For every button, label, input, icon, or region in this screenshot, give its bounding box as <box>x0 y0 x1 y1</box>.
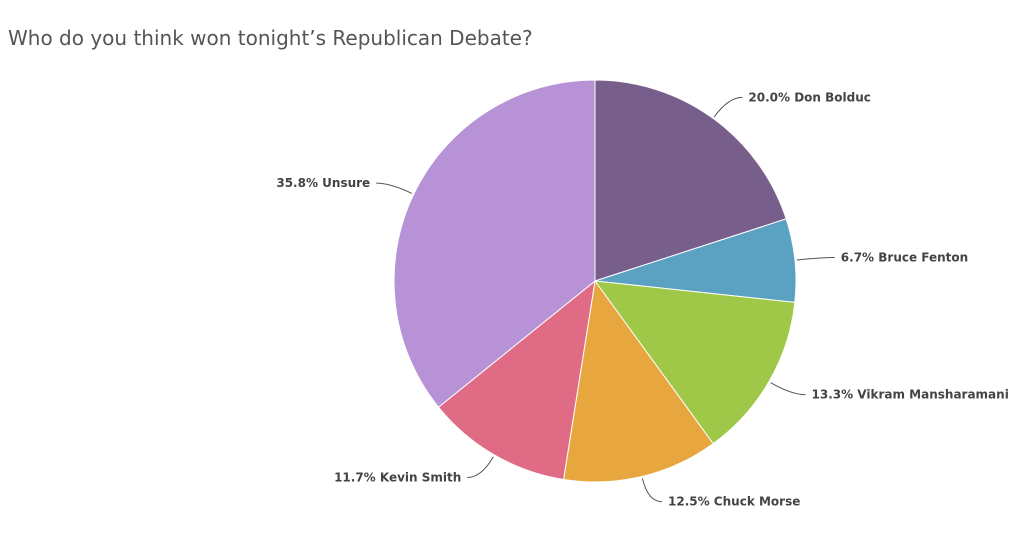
slice-labels: 20.0% Don Bolduc 6.7% Bruce Fenton 13.3% V… <box>276 90 1008 508</box>
slice-label-0: 20.0% Don Bolduc <box>748 90 870 104</box>
slice-label-3: 12.5% Chuck Morse <box>668 495 800 509</box>
leader-line-5 <box>376 182 413 194</box>
leader-line-2 <box>770 382 806 396</box>
pie-slices <box>393 79 797 483</box>
chart-title: Who do you think won tonight’s Republica… <box>8 26 533 50</box>
slice-label-2: 13.3% Vikram Mansharamani <box>812 388 1009 402</box>
slice-label-5: 35.8% Unsure <box>276 176 370 190</box>
leader-line-1 <box>796 257 835 261</box>
pie-slice-3 <box>562 279 714 483</box>
slice-label-1: 6.7% Bruce Fenton <box>841 251 968 265</box>
leader-lines <box>376 96 835 503</box>
leader-line-4 <box>467 456 494 478</box>
pie-slice-4 <box>437 279 596 481</box>
slice-label-4: 11.7% Kevin Smith <box>334 471 461 485</box>
leader-line-3 <box>641 478 663 503</box>
leader-line-0 <box>713 96 743 118</box>
pie-slice-5 <box>393 79 596 408</box>
pie-slice-0 <box>594 79 787 282</box>
pie-slice-2 <box>593 280 796 445</box>
